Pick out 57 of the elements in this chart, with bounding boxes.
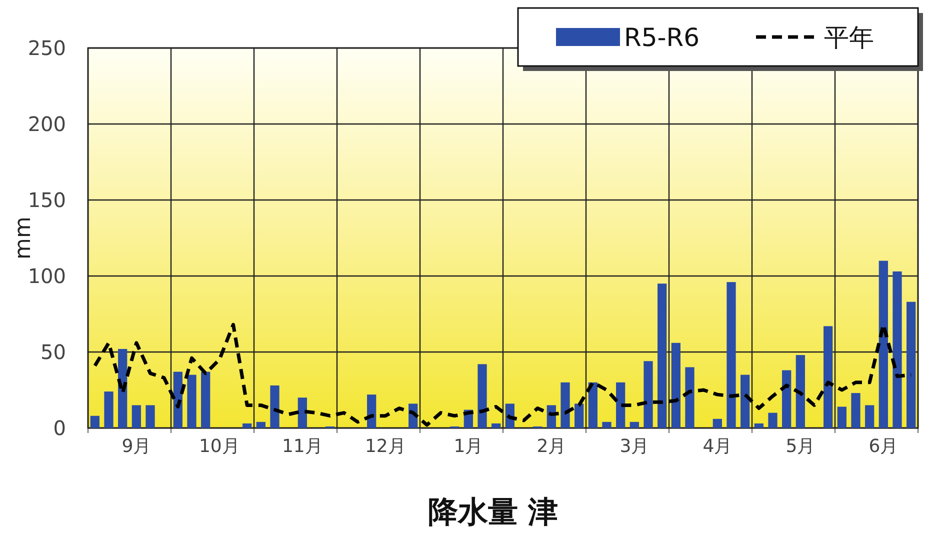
x-tick-label: 9月: [122, 436, 152, 457]
y-tick-label: 50: [40, 340, 66, 364]
x-tick-label: 2月: [536, 436, 566, 457]
bar: [616, 382, 626, 428]
bar: [242, 423, 252, 428]
legend-label: R5-R6: [624, 23, 700, 52]
bar: [768, 412, 778, 428]
bar: [782, 370, 792, 428]
x-tick-label: 1月: [454, 436, 484, 457]
bar: [658, 284, 667, 428]
bar: [478, 364, 487, 428]
bar: [492, 423, 501, 428]
legend-label: 平年: [824, 23, 874, 52]
bar: [906, 302, 916, 428]
y-tick-label: 0: [53, 416, 66, 440]
bar: [602, 422, 612, 428]
bar: [298, 398, 307, 428]
x-tick-label: 12月: [364, 436, 406, 457]
bar: [132, 405, 141, 428]
bar: [187, 374, 196, 428]
x-tick-label: 5月: [786, 436, 816, 457]
x-tick-label: 6月: [868, 436, 898, 457]
bar: [824, 326, 833, 428]
bar: [90, 416, 100, 428]
bar: [740, 374, 750, 428]
bar: [201, 372, 210, 428]
bar: [865, 405, 874, 428]
text: 降水量 津: [428, 495, 558, 530]
y-tick-label: 250: [28, 36, 66, 60]
y-tick-label: 150: [28, 188, 66, 212]
bar: [685, 367, 694, 428]
bar: [560, 382, 570, 428]
bar: [851, 393, 860, 428]
bar: [146, 405, 155, 428]
bar: [712, 418, 722, 428]
bar: [256, 422, 266, 428]
bar: [644, 361, 653, 428]
bar: [367, 394, 376, 428]
bar: [574, 404, 584, 428]
bar: [630, 422, 639, 428]
bar: [588, 382, 598, 428]
x-tick-label: 11月: [282, 436, 323, 457]
bar: [726, 282, 736, 428]
x-tick-label: 3月: [620, 436, 650, 457]
bar: [892, 271, 902, 428]
bar: [270, 385, 280, 428]
x-tick-label: 10月: [198, 436, 240, 457]
bar: [671, 342, 680, 428]
y-tick-label: 200: [28, 112, 66, 136]
bar: [796, 355, 805, 428]
x-tick-label: 4月: [702, 436, 732, 457]
y-tick-label: 100: [28, 264, 66, 288]
bar: [754, 423, 764, 428]
bar: [837, 406, 846, 428]
bar: [104, 392, 114, 428]
bar: [878, 260, 888, 428]
y-axis-title: mm: [11, 216, 36, 260]
